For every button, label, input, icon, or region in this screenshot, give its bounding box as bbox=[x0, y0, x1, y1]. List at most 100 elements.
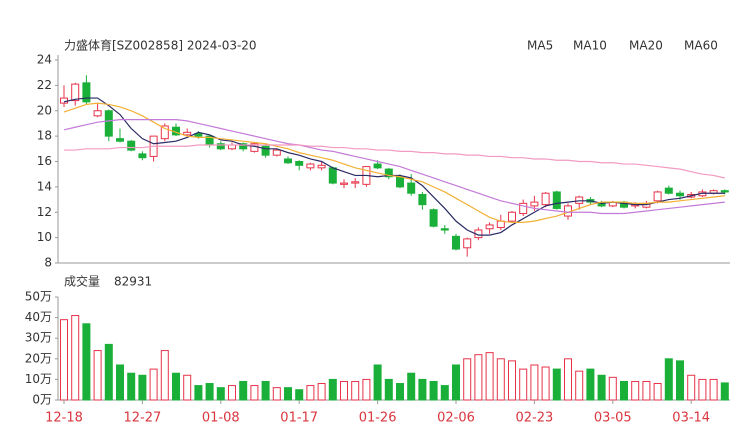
volume-bar bbox=[452, 364, 460, 401]
candle-body bbox=[71, 83, 80, 102]
x-tick-label: 02-23 bbox=[516, 411, 554, 426]
x-tick-label: 01-08 bbox=[202, 411, 240, 426]
ma-line bbox=[63, 97, 725, 236]
volume-bar bbox=[71, 315, 80, 401]
volume-bar bbox=[340, 380, 348, 401]
volume-bar bbox=[720, 382, 729, 401]
candle-body bbox=[138, 153, 147, 159]
volume-bar bbox=[541, 366, 550, 401]
volume-bar bbox=[440, 385, 449, 401]
volume-bar bbox=[519, 368, 528, 401]
candle-body bbox=[328, 167, 337, 184]
volume-bar bbox=[698, 378, 707, 401]
x-tick-label: 01-26 bbox=[359, 411, 397, 426]
volume-title: 成交量 bbox=[64, 274, 100, 289]
candle-body bbox=[396, 176, 404, 188]
candle-body bbox=[720, 190, 729, 193]
candle-body bbox=[239, 143, 248, 150]
volume-bar bbox=[664, 358, 673, 401]
volume-bar bbox=[284, 387, 292, 401]
volume-bar bbox=[552, 368, 561, 401]
candle-body bbox=[552, 191, 561, 209]
candle-body bbox=[116, 138, 124, 142]
candle-body bbox=[194, 133, 203, 137]
volume-bar bbox=[530, 364, 539, 401]
volume-bar bbox=[597, 374, 606, 401]
candle-body bbox=[295, 161, 304, 166]
y-tick-label: 0万 bbox=[32, 393, 52, 407]
candle-body bbox=[93, 110, 102, 117]
volume-bar bbox=[239, 380, 248, 401]
candle-body bbox=[463, 238, 472, 249]
candle-body bbox=[60, 97, 68, 104]
volume-bar bbox=[272, 387, 281, 401]
y-tick-label: 18 bbox=[37, 129, 52, 143]
volume-bar bbox=[82, 323, 91, 401]
y-tick-label: 16 bbox=[37, 154, 52, 168]
volume-bar bbox=[138, 374, 147, 401]
legend-label: MA5 bbox=[527, 39, 553, 53]
candle-body bbox=[440, 228, 449, 231]
volume-bar bbox=[104, 343, 113, 401]
volume-bar bbox=[127, 372, 136, 401]
volume-bar bbox=[60, 319, 68, 401]
candle-body bbox=[306, 163, 315, 169]
volume-bar bbox=[317, 383, 326, 401]
volume-bar bbox=[608, 376, 617, 401]
x-tick-label: 03-05 bbox=[594, 411, 632, 426]
volume-bar bbox=[216, 387, 225, 401]
y-tick-label: 20 bbox=[37, 103, 52, 117]
x-tick-label: 02-06 bbox=[437, 411, 475, 426]
y-tick-label: 8 bbox=[44, 256, 52, 270]
volume-bar bbox=[575, 370, 584, 401]
y-tick-label: 10万 bbox=[25, 372, 52, 386]
candle-body bbox=[104, 110, 113, 137]
candle-body bbox=[653, 191, 662, 202]
candle-body bbox=[373, 163, 382, 169]
y-tick-label: 20万 bbox=[25, 351, 52, 365]
volume-bar bbox=[261, 380, 270, 401]
legend-label: MA10 bbox=[573, 39, 607, 53]
volume-bar bbox=[429, 380, 438, 401]
volume-bar bbox=[687, 374, 696, 401]
candle-body bbox=[216, 143, 225, 150]
y-tick-label: 40万 bbox=[25, 310, 52, 324]
volume-bar bbox=[183, 374, 192, 401]
candle-body bbox=[384, 168, 393, 178]
x-tick-label: 01-17 bbox=[280, 411, 318, 426]
x-tick-label: 03-14 bbox=[672, 411, 710, 426]
y-tick-label: 10 bbox=[37, 230, 52, 244]
candle-body bbox=[272, 149, 281, 156]
candle-body bbox=[429, 209, 438, 227]
volume-bar bbox=[463, 358, 472, 401]
volume-bar bbox=[306, 385, 315, 401]
ma-line bbox=[63, 102, 725, 223]
volume-bar bbox=[407, 372, 416, 401]
candle-body bbox=[351, 181, 360, 184]
volume-bar bbox=[508, 360, 516, 401]
volume-bar bbox=[653, 383, 662, 401]
y-tick-label: 22 bbox=[37, 78, 52, 92]
candle-body bbox=[575, 196, 584, 204]
candle-body bbox=[664, 187, 673, 194]
candle-body bbox=[160, 125, 169, 140]
volume-bar bbox=[384, 378, 393, 401]
ma-line bbox=[63, 119, 725, 215]
candle-body bbox=[519, 202, 528, 215]
candle-body bbox=[407, 182, 416, 194]
x-tick-label: 12-18 bbox=[45, 411, 83, 426]
volume-bar bbox=[496, 358, 505, 401]
candle-body bbox=[82, 82, 91, 103]
candle-body bbox=[317, 164, 326, 169]
volume-bar bbox=[709, 378, 718, 401]
volume-bar bbox=[362, 378, 371, 401]
candle-body bbox=[340, 182, 348, 185]
volume-bar bbox=[642, 380, 651, 401]
legend-label: MA20 bbox=[629, 39, 663, 53]
chart-title: 力盛体育[SZ002858] 2024-03-20 bbox=[64, 38, 257, 53]
candle-body bbox=[261, 145, 270, 156]
volume-bar bbox=[149, 368, 158, 401]
volume-bar bbox=[295, 389, 304, 401]
candle-body bbox=[284, 158, 292, 164]
